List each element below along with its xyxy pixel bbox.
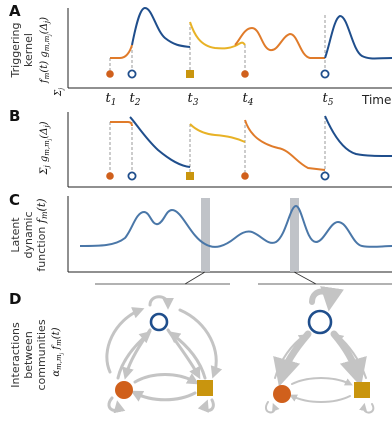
panel-d-ylabel-line2: between: [22, 331, 35, 379]
panel-d: Interactions between communities αm,mj f…: [9, 286, 375, 414]
panel-c-ylabel-line1: Latent: [9, 217, 22, 253]
edge-left-blue-self: [148, 295, 174, 310]
panel-a-marker-orange-1: [106, 70, 114, 78]
node-left-orange: [115, 381, 133, 399]
tick-label-t3: t3: [188, 91, 199, 108]
edge-left-orange-to-yellow: [133, 373, 200, 385]
panel-a-sum-symbol: Σj: [54, 88, 65, 97]
panel-b-marker-blue-2: [320, 171, 330, 181]
panel-b-marker-orange-1: [106, 172, 114, 180]
panel-letter-b: B: [9, 107, 21, 125]
tick-label-t2: t2: [130, 91, 141, 108]
tick-label-t5: t5: [323, 91, 334, 108]
panel-a-curve-blue-1: [131, 6, 191, 48]
panel-a-marker-yellow: [186, 70, 194, 78]
panel-a: Triggering kernel fm(t) gm,mj(Δj) Σj: [9, 6, 392, 108]
edge-left-blue-to-yellow: [166, 328, 201, 380]
panel-a-ylabel-line1: Triggering: [9, 23, 22, 79]
panel-b-marker-blue-1: [127, 171, 137, 181]
edge-right-orange-to-blue: [274, 334, 307, 379]
panel-b: Σj gm,mj(Δj): [39, 112, 392, 188]
panel-b-curve-blue-2: [324, 115, 392, 157]
latent-function-curve: [79, 204, 392, 248]
network-right: [265, 286, 375, 414]
panel-letter-c: C: [9, 191, 21, 209]
panel-b-curve-blue-1: [129, 116, 191, 168]
panel-c-ylabel-line3: function fm(t): [35, 198, 49, 271]
edge-left-outer-1: [105, 307, 145, 374]
edge-right-yellow-to-orange: [289, 394, 351, 403]
zoom-connector-left: [184, 271, 206, 285]
highlight-band-1: [201, 198, 210, 272]
edge-left-orange-to-blue: [116, 330, 152, 380]
panel-b-curve-orange-1: [110, 121, 133, 127]
panel-a-ylabel-math: fm(t) gm,mj(Δj): [39, 17, 53, 84]
panel-c: Latent dynamic function fm(t): [9, 196, 392, 285]
panel-b-curve-orange-2: [244, 119, 326, 171]
panel-b-ylabel-math: Σj gm,mj(Δj): [39, 121, 53, 175]
node-left-blue: [149, 312, 169, 332]
zoom-connector-right: [293, 271, 317, 285]
panel-d-ylabel-line3: communities: [35, 319, 48, 390]
panel-letter-a: A: [9, 2, 21, 20]
edge-right-orange-self: [265, 401, 280, 414]
edge-right-blue-self: [309, 286, 344, 312]
panel-d-ylabel-line1: Interactions: [9, 322, 22, 388]
x-axis-label-time: Time: [361, 93, 391, 107]
panel-a-curve-orange-1: [110, 44, 133, 59]
panel-a-event-lines: [109, 15, 326, 74]
panel-letter-d: D: [9, 290, 22, 308]
panel-b-event-lines: [109, 116, 326, 176]
tick-label-t1: t1: [106, 91, 117, 108]
tick-label-t4: t4: [243, 91, 254, 108]
edge-left-yellow-to-orange: [130, 390, 197, 402]
edge-left-yellow-self: [197, 398, 215, 413]
panel-a-ylabel-line2: kernel: [22, 33, 35, 67]
edge-left-orange-self: [107, 396, 126, 414]
panel-d-ylabel-math: αm,mj fm(t): [51, 327, 65, 376]
panel-b-marker-yellow: [186, 172, 194, 180]
node-right-orange: [273, 385, 291, 403]
panel-a-curve-blue-2: [324, 14, 392, 60]
panel-a-curve-orange-2: [234, 26, 325, 59]
edge-left-yellow-to-blue: [168, 331, 207, 380]
panel-c-ylabel-line2: dynamic: [22, 211, 35, 258]
edge-left-outer-2: [178, 308, 223, 379]
node-right-yellow: [354, 382, 370, 398]
panel-a-curve-yellow: [189, 21, 246, 50]
highlight-band-2: [290, 198, 299, 272]
panel-a-marker-blue-1: [127, 69, 137, 79]
edge-right-yellow-to-blue: [335, 334, 367, 379]
node-right-blue: [307, 309, 333, 335]
panel-a-marker-orange-2: [241, 70, 249, 78]
panel-b-curve-yellow: [189, 123, 246, 143]
edge-right-orange-to-yellow: [291, 377, 353, 386]
network-left: [105, 295, 223, 414]
panel-a-marker-blue-2: [320, 69, 330, 79]
panel-b-marker-orange-2: [241, 172, 249, 180]
node-left-yellow: [197, 380, 213, 396]
edge-right-yellow-self: [359, 402, 375, 414]
